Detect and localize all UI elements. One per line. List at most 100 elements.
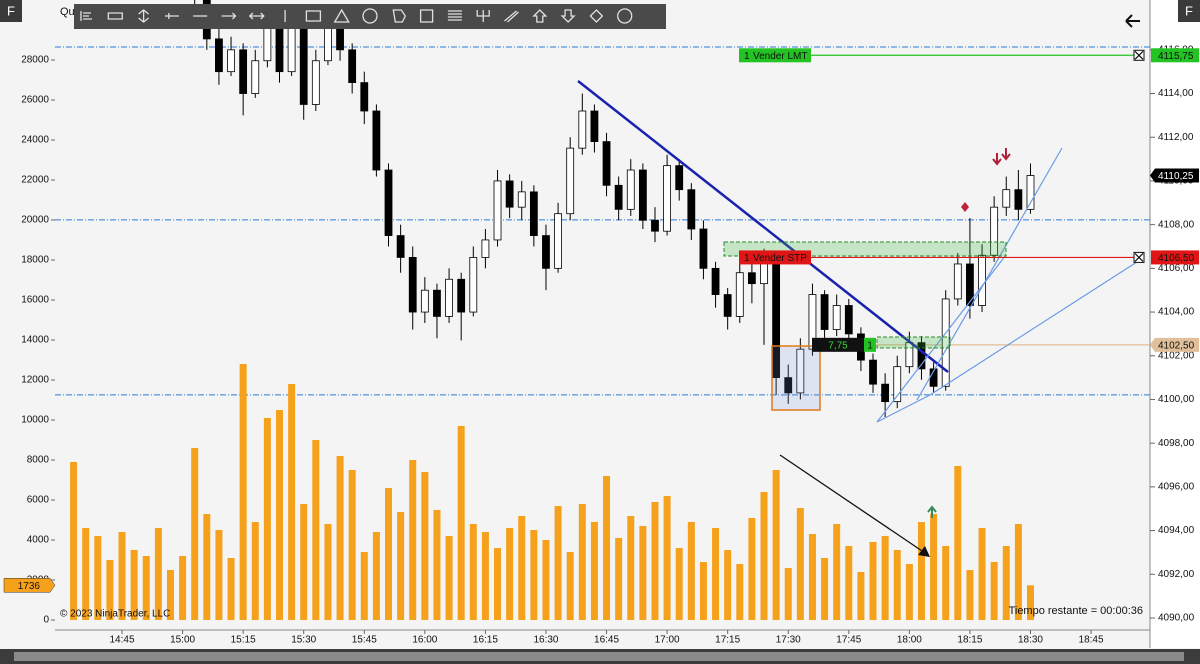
trend-line[interactable] <box>916 147 1063 401</box>
candle-body <box>408 257 417 313</box>
volume-bar <box>457 426 465 620</box>
candle-body <box>675 165 684 191</box>
volume-bar <box>663 496 671 620</box>
toolbar-button[interactable] <box>447 10 462 21</box>
copyright: © 2023 NinjaTrader, LLC <box>60 609 170 620</box>
candle-body <box>1014 189 1023 210</box>
toolbar-button[interactable] <box>248 12 265 20</box>
candle-body <box>360 82 369 112</box>
toolbar-button[interactable] <box>617 8 633 24</box>
menu-button[interactable] <box>0 0 22 22</box>
y2-tick-label: 16000 <box>21 295 49 306</box>
x-tick-label: 17:00 <box>655 635 680 646</box>
trend-line[interactable] <box>876 394 931 423</box>
y2-tick-label: 14000 <box>21 335 49 346</box>
x-tick-label: 18:00 <box>897 635 922 646</box>
volume-bar <box>881 536 889 620</box>
order-quantity: 1 <box>744 51 750 62</box>
volume-bar <box>154 528 162 620</box>
volume-bar <box>869 542 877 620</box>
toolbar-button[interactable] <box>333 8 350 23</box>
candle-body <box>324 27 332 62</box>
arrow-line[interactable] <box>779 454 929 556</box>
toolbar-button[interactable] <box>419 9 434 23</box>
volume-bar <box>893 550 901 620</box>
candle-body <box>941 298 950 387</box>
toolbar-button[interactable] <box>138 9 150 23</box>
toolbar-button[interactable] <box>107 12 123 20</box>
zone-rectangle[interactable] <box>876 336 951 349</box>
candle-body <box>566 147 575 215</box>
y2-tick-label: 18000 <box>21 255 49 266</box>
volume-bar <box>905 564 913 620</box>
toolbar-button[interactable] <box>476 10 490 22</box>
trend-line[interactable] <box>577 80 949 373</box>
x-tick-label: 17:45 <box>836 635 861 646</box>
toolbar-button[interactable] <box>589 9 604 23</box>
x-tick-label: 18:30 <box>1018 635 1043 646</box>
back-button[interactable] <box>1125 14 1140 28</box>
candle-body <box>747 272 756 285</box>
x-tick-label: 16:30 <box>533 635 558 646</box>
scrollbar-thumb[interactable] <box>14 652 1184 661</box>
volume-layer <box>70 364 1034 620</box>
candle-body <box>348 49 357 84</box>
candle-body <box>227 49 235 73</box>
x-tick-label: 16:15 <box>473 635 498 646</box>
toolbar-button[interactable] <box>560 9 576 23</box>
volume-bar <box>736 564 744 620</box>
volume-bar <box>530 530 538 620</box>
position-quantity-box[interactable] <box>864 337 876 352</box>
volume-bar <box>421 472 429 620</box>
toolbar-button[interactable] <box>164 13 179 19</box>
candle-body <box>372 110 381 171</box>
menu-button[interactable] <box>1178 0 1200 22</box>
order-tag[interactable] <box>739 250 811 265</box>
volume-bar <box>845 546 853 620</box>
trade-marker <box>927 505 937 518</box>
toolbar-button[interactable] <box>362 8 378 24</box>
volume-bar <box>94 536 102 620</box>
toolbar-button[interactable] <box>392 9 407 23</box>
candle-body <box>493 180 502 241</box>
axes: 4090,00 4092,00 4094,00 4096,00 4098,00 4100,… <box>21 44 1194 645</box>
trend-line[interactable] <box>929 259 1141 396</box>
candle-body <box>917 342 926 370</box>
order-quantity: 1 <box>744 253 750 264</box>
toolbar-button[interactable] <box>504 10 519 23</box>
toolbar-button[interactable] <box>532 9 548 23</box>
price-tag <box>1150 168 1199 183</box>
candle-body <box>590 110 599 143</box>
x-tick-label: 16:00 <box>412 635 437 646</box>
candle-body <box>663 165 672 232</box>
position-quantity: 1 <box>867 340 873 351</box>
position-pnl: 7,75 <box>828 340 848 351</box>
plot-background <box>0 0 1150 648</box>
price-tag <box>1151 250 1199 265</box>
volume-bar <box>1014 524 1022 620</box>
volume-bar <box>312 440 320 620</box>
toolbar-button[interactable] <box>80 11 92 21</box>
volume-bar <box>433 510 441 620</box>
volume-bar <box>1002 546 1010 620</box>
candle-layer <box>194 0 1035 417</box>
toolbar-button[interactable] <box>221 12 237 20</box>
order-tag[interactable] <box>739 48 811 63</box>
volume-bar <box>336 456 344 620</box>
y2-tick-label: 4000 <box>27 535 50 546</box>
volume-bar <box>978 528 986 620</box>
candle-body <box>263 27 272 62</box>
candle-body <box>687 189 696 230</box>
volume-bar <box>239 364 247 620</box>
candle-body <box>820 294 829 330</box>
arrow-head <box>918 546 930 557</box>
position-pnl-box[interactable] <box>812 337 864 352</box>
zone-rectangle[interactable] <box>771 345 821 411</box>
x-tick-label: 18:15 <box>957 635 982 646</box>
trade-marker <box>1001 148 1011 161</box>
toolbar-button[interactable] <box>305 10 322 22</box>
order-close-icon <box>1134 50 1144 60</box>
time-remaining: Tiempo restante = 00:00:36 <box>1009 605 1143 617</box>
